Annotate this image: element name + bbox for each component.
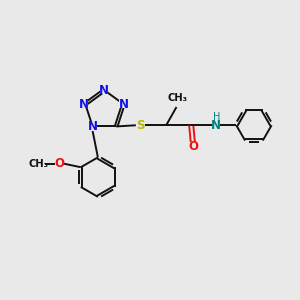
FancyBboxPatch shape [189,142,198,151]
Text: H: H [213,112,220,122]
FancyBboxPatch shape [136,121,144,129]
Text: CH₃: CH₃ [168,94,188,103]
Text: N: N [88,120,98,133]
Text: O: O [55,157,64,170]
Text: S: S [136,119,145,132]
FancyBboxPatch shape [212,121,220,129]
FancyBboxPatch shape [80,100,88,108]
Text: N: N [211,119,221,132]
FancyBboxPatch shape [100,86,109,94]
FancyBboxPatch shape [88,122,97,130]
Text: N: N [118,98,128,111]
Text: N: N [79,98,89,111]
FancyBboxPatch shape [119,100,128,108]
Text: N: N [99,84,110,97]
Text: O: O [189,140,199,153]
Text: CH₃: CH₃ [28,159,48,169]
FancyBboxPatch shape [56,160,64,168]
